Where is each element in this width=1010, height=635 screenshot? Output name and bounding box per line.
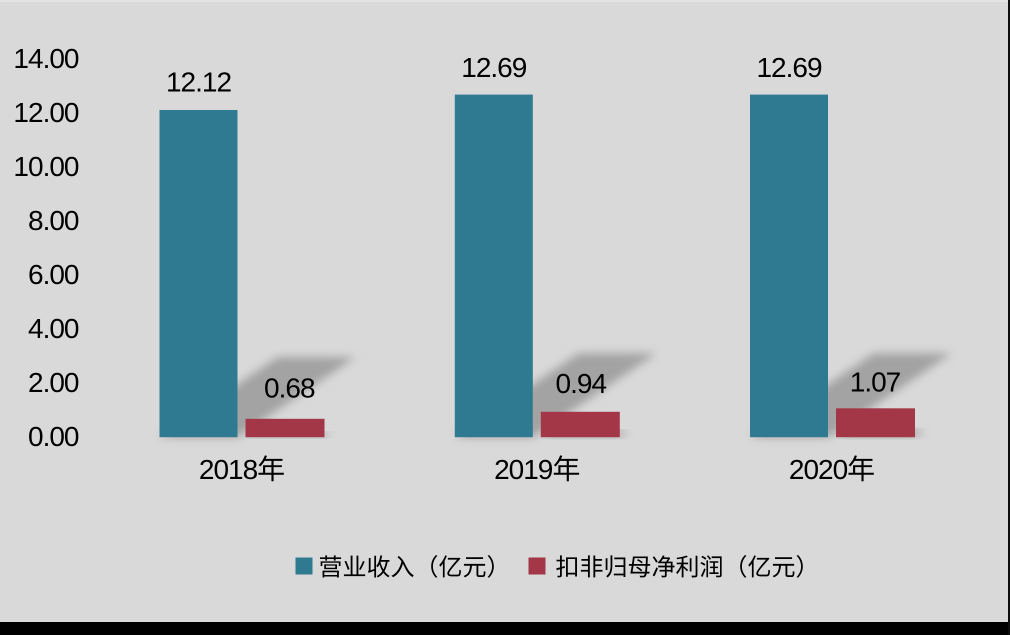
- svg-text:4.00: 4.00: [28, 313, 79, 344]
- svg-text:0.94: 0.94: [556, 368, 607, 399]
- svg-text:14.00: 14.00: [13, 43, 78, 74]
- svg-text:0.68: 0.68: [264, 372, 315, 403]
- svg-text:8.00: 8.00: [28, 205, 79, 236]
- svg-text:2020: 2020: [789, 454, 848, 485]
- svg-text:12.69: 12.69: [461, 52, 526, 83]
- svg-text:2.00: 2.00: [28, 367, 79, 398]
- svg-text:2018: 2018: [199, 454, 258, 485]
- svg-text:12.12: 12.12: [166, 67, 231, 98]
- svg-text:12.69: 12.69: [756, 52, 821, 83]
- svg-text:10.00: 10.00: [13, 151, 78, 182]
- svg-text:0.00: 0.00: [28, 421, 79, 452]
- svg-text:1.07: 1.07: [850, 366, 901, 397]
- svg-text:12.00: 12.00: [13, 97, 78, 128]
- svg-text:2019: 2019: [494, 454, 553, 485]
- svg-text:6.00: 6.00: [28, 259, 79, 290]
